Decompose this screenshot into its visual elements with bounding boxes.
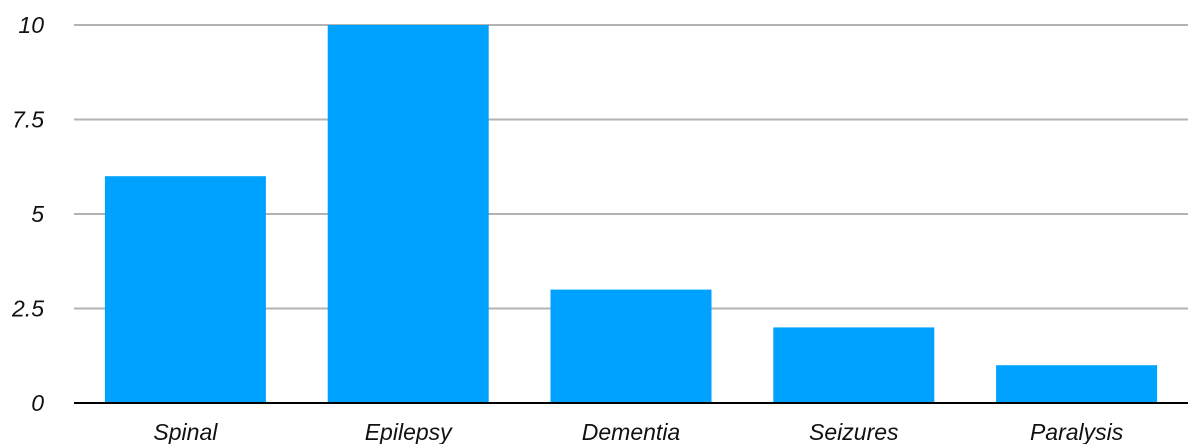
x-tick-label-paralysis: Paralysis: [1030, 419, 1124, 444]
y-axis-tick-labels: 0 2.5 5 7.5 10: [11, 12, 44, 416]
bar-paralysis: [996, 365, 1158, 403]
bars: [104, 25, 1158, 403]
x-tick-label-spinal: Spinal: [153, 419, 218, 444]
x-tick-label-dementia: Dementia: [582, 419, 680, 444]
x-tick-label-seizures: Seizures: [809, 419, 899, 444]
bar-dementia: [550, 289, 712, 403]
bar-spinal: [104, 176, 266, 403]
x-axis-category-labels: Spinal Epilepsy Dementia Seizures Paralysis: [153, 419, 1123, 444]
y-tick-label: 7.5: [12, 107, 44, 133]
bar-seizures: [773, 327, 935, 403]
bar-epilepsy: [327, 25, 489, 403]
x-tick-label-epilepsy: Epilepsy: [365, 419, 453, 444]
y-tick-label: 5: [31, 201, 44, 227]
y-tick-label: 0: [31, 390, 44, 416]
y-tick-label: 10: [18, 12, 44, 38]
y-tick-label: 2.5: [11, 296, 44, 322]
